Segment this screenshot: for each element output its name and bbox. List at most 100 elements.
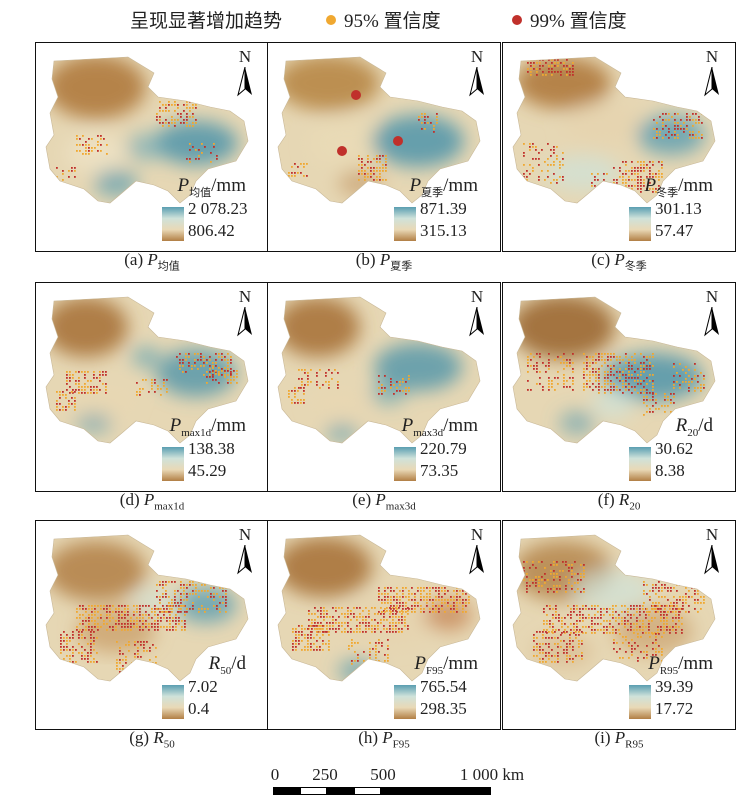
significance-marker	[600, 608, 602, 610]
significance-marker	[595, 377, 597, 379]
significance-marker	[100, 138, 102, 140]
significance-marker	[646, 608, 648, 610]
significance-marker	[84, 383, 86, 385]
significance-marker	[326, 628, 328, 630]
significance-marker	[640, 167, 642, 169]
north-arrow-shape	[237, 307, 252, 337]
significance-marker	[87, 655, 89, 657]
significance-marker	[294, 172, 296, 174]
significance-marker	[698, 131, 700, 133]
significance-marker	[78, 392, 80, 394]
significance-marker	[304, 369, 306, 371]
significance-marker	[676, 590, 678, 592]
significance-marker	[548, 359, 550, 361]
significance-marker	[407, 607, 409, 609]
significance-marker	[561, 623, 563, 625]
significance-marker	[84, 392, 86, 394]
significance-marker	[625, 185, 627, 187]
significance-marker	[640, 389, 642, 391]
significance-marker	[225, 599, 227, 601]
significance-marker	[539, 62, 541, 64]
significance-marker	[583, 383, 585, 385]
north-label: N	[705, 287, 719, 306]
significance-marker	[628, 365, 630, 367]
significance-marker	[396, 387, 398, 389]
significance-marker	[661, 648, 663, 650]
significance-marker	[353, 616, 355, 618]
significance-marker	[62, 170, 64, 172]
significance-marker	[380, 631, 382, 633]
significance-marker	[622, 359, 624, 361]
significance-marker	[204, 611, 206, 613]
significance-marker	[580, 564, 582, 566]
significance-marker	[697, 381, 699, 383]
significance-marker	[219, 608, 221, 610]
significance-marker	[139, 617, 141, 619]
significance-marker	[700, 387, 702, 389]
significance-marker	[311, 625, 313, 627]
significance-marker	[592, 359, 594, 361]
significance-marker	[555, 608, 557, 610]
significance-marker	[543, 629, 545, 631]
color-ramp	[629, 447, 651, 481]
significance-marker	[402, 596, 404, 598]
significance-marker	[663, 620, 665, 622]
significance-marker	[337, 387, 339, 389]
significance-marker	[329, 625, 331, 627]
significance-marker	[183, 122, 185, 124]
significance-marker	[105, 374, 107, 376]
significance-marker	[621, 605, 623, 607]
significance-marker	[383, 613, 385, 615]
significance-marker	[544, 179, 546, 181]
significance-marker	[686, 125, 688, 127]
significance-marker	[69, 658, 71, 660]
significance-marker	[191, 365, 193, 367]
significance-marker	[156, 116, 158, 118]
significance-marker	[319, 369, 321, 371]
significance-marker	[93, 658, 95, 660]
color-legend: 2 078.23 806.42	[162, 199, 268, 245]
significance-marker	[697, 599, 699, 601]
significance-marker	[543, 623, 545, 625]
significance-marker	[294, 390, 296, 392]
significance-marker	[292, 628, 294, 630]
significance-marker	[320, 610, 322, 612]
significance-marker	[616, 188, 618, 190]
significance-marker	[213, 593, 215, 595]
significance-marker	[646, 389, 648, 391]
significance-marker	[553, 585, 555, 587]
significance-marker	[102, 383, 104, 385]
significance-marker	[655, 188, 657, 190]
significance-marker	[676, 605, 678, 607]
significance-marker	[646, 368, 648, 370]
significance-marker	[424, 122, 426, 124]
significance-marker	[66, 371, 68, 373]
significance-marker	[694, 593, 696, 595]
significance-marker	[548, 362, 550, 364]
significance-marker	[548, 383, 550, 385]
significance-marker	[544, 161, 546, 163]
significance-marker	[613, 365, 615, 367]
north-label: N	[470, 287, 484, 306]
significance-marker	[538, 179, 540, 181]
significance-marker	[664, 605, 666, 607]
significance-marker	[347, 610, 349, 612]
significance-marker	[459, 599, 461, 601]
significance-marker	[82, 153, 84, 155]
significance-marker	[186, 599, 188, 601]
significance-marker	[671, 134, 673, 136]
significance-marker	[359, 607, 361, 609]
significance-marker	[646, 377, 648, 379]
significance-marker	[591, 182, 593, 184]
significance-marker	[548, 368, 550, 370]
significance-marker	[639, 620, 641, 622]
significance-marker	[418, 119, 420, 121]
significance-marker	[597, 611, 599, 613]
significance-marker	[655, 605, 657, 607]
significance-marker	[640, 185, 642, 187]
significance-marker	[392, 622, 394, 624]
significance-marker	[192, 113, 194, 115]
significance-marker	[168, 101, 170, 103]
significance-marker	[527, 71, 529, 73]
significance-marker	[225, 593, 227, 595]
